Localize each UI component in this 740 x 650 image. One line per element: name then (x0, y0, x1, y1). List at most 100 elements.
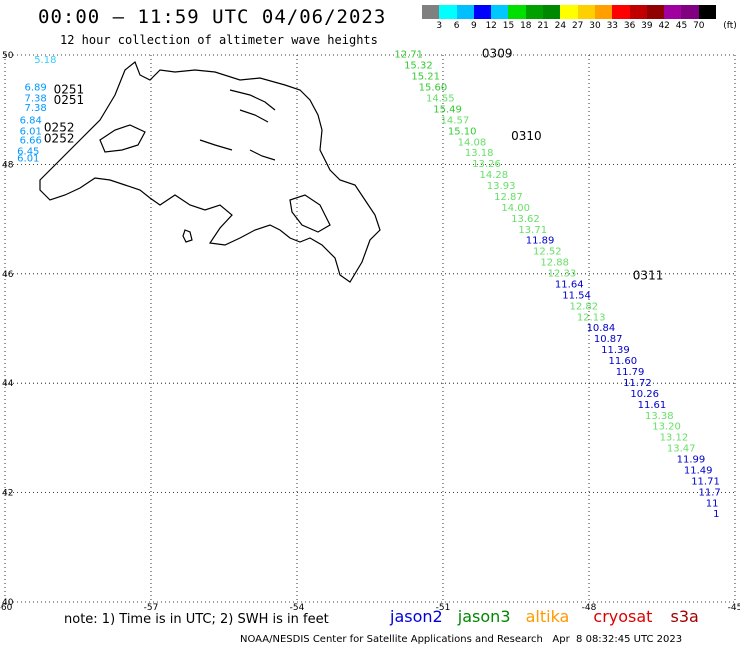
coastline-island (182, 229, 193, 243)
legend-label: 27 (571, 21, 584, 31)
wave-height-value: 12.88 (540, 258, 569, 269)
legend-swatch (646, 5, 665, 19)
wave-height-value: 12.87 (494, 192, 523, 203)
wave-height-value: 7.38 (24, 93, 46, 104)
wave-height-value: 12.33 (548, 269, 577, 280)
wave-height-value: 11.49 (684, 465, 713, 476)
track-time-label: 0311 (633, 268, 664, 282)
wave-height-value: 6.84 (20, 115, 42, 126)
map-grid: -60 -57 -54 -51 -48 -45 50 48 46 44 42 40 (0, 51, 740, 613)
satellite-label: altika (525, 607, 570, 626)
wave-height-value: 11.79 (616, 367, 645, 378)
wave-height-value: 7.38 (24, 103, 46, 114)
lon-tick-label: -48 (582, 603, 597, 613)
observations-layer: 12.7115.3215.2115.6014.5515.4914.5715.10… (17, 50, 721, 520)
legend-label: 39 (641, 21, 653, 31)
legend-label: 21 (537, 21, 549, 31)
wave-height-value: 10.26 (630, 389, 659, 400)
newfoundland-coastline (39, 61, 381, 283)
legend-swatch (560, 5, 578, 19)
wave-height-value: 12.82 (570, 301, 599, 312)
legend-swatch (491, 5, 509, 19)
legend-label: 18 (520, 21, 532, 31)
legend-label: 24 (554, 21, 567, 31)
wave-height-value: 14.57 (441, 115, 470, 126)
legend-swatch (422, 5, 440, 19)
wave-height-value: 11.61 (638, 400, 667, 411)
track-time-label: 0310 (511, 129, 542, 143)
legend-label: 6 (453, 21, 460, 31)
track-time-label: 0252 (44, 132, 75, 146)
legend-swatch (543, 5, 561, 19)
satellite-label: cryosat (593, 607, 653, 626)
wave-height-value: 13.38 (645, 411, 674, 422)
wave-height-value: 6.66 (20, 136, 42, 147)
legend-label: 42 (658, 21, 670, 31)
legend-swatch (525, 5, 544, 19)
wave-height-value: 10.87 (594, 334, 623, 345)
wave-height-value: 13.18 (465, 148, 494, 159)
legend-label: 12 (485, 21, 497, 31)
wave-height-value: 10.84 (587, 323, 616, 334)
wave-height-value: 15.32 (404, 61, 433, 72)
legend-swatch (664, 5, 682, 19)
lon-tick-label: -45 (728, 603, 740, 613)
legend-swatch (577, 5, 595, 19)
legend-label: 36 (623, 21, 636, 31)
track-time-label: 0251 (54, 82, 85, 96)
footer-note: note: 1) Time is in UTC; 2) SWH is in fe… (64, 612, 329, 627)
coastline-main (39, 61, 381, 283)
wave-height-value: 5.18 (34, 55, 56, 66)
legend-label: 30 (589, 21, 601, 31)
wave-height-value: 15.21 (411, 72, 440, 83)
legend-label: 45 (675, 21, 688, 31)
satellite-label: jason3 (457, 607, 511, 626)
coastline-islets (199, 89, 276, 161)
wave-height-value: 13.12 (660, 433, 689, 444)
legend-label: 70 (693, 21, 705, 31)
legend-swatch (612, 5, 630, 19)
wave-height-value: 12.71 (394, 50, 423, 61)
lon-tick-label: -57 (144, 603, 159, 613)
legend-swatch (698, 5, 717, 19)
color-scale-labels: 3 6 9 12 15 18 21 24 27 30 33 36 39 42 45 70 (ft) (422, 21, 740, 33)
wave-height-value: 11.39 (601, 345, 630, 356)
wave-height-value: 11.99 (677, 455, 706, 466)
legend-swatch (439, 5, 457, 19)
legend-label: 3 (436, 21, 443, 31)
legend-label: 15 (502, 21, 515, 31)
wave-height-value: 14.08 (458, 137, 487, 148)
wave-height-value: 14.28 (480, 170, 509, 181)
wave-height-value: 13.62 (511, 214, 540, 225)
lon-tick-label: -60 (0, 603, 13, 613)
legend-unit: (ft) (723, 21, 737, 31)
wave-height-value: 11.71 (691, 476, 720, 487)
footer-credit: NOAA/NESDIS Center for Satellite Applica… (240, 634, 683, 645)
wave-height-value: 14.00 (501, 203, 530, 214)
color-scale-bar (422, 5, 717, 19)
legend-swatch (456, 5, 474, 19)
wave-height-value: 11 (706, 498, 719, 509)
wave-height-value: 13.26 (472, 159, 501, 170)
map-subtitle: 12 hour collection of altimeter wave hei… (60, 33, 378, 47)
wave-height-value: 11.89 (526, 236, 555, 247)
legend-swatch (629, 5, 647, 19)
legend-swatch (681, 5, 699, 19)
coastline-bay (289, 194, 331, 233)
wave-height-value: 15.10 (448, 126, 477, 137)
legend-swatch (508, 5, 526, 19)
legend-swatch (594, 5, 613, 19)
wave-height-value: 11.60 (608, 356, 637, 367)
track-time-label: 0309 (482, 47, 513, 61)
wave-height-value: 1 (713, 509, 719, 520)
lat-tick-label: 50 (2, 51, 14, 61)
track-time-label: 0252 (44, 121, 75, 135)
wave-height-value: 12.13 (577, 312, 606, 323)
satellite-label: s3a (670, 607, 699, 626)
track-time-label: 0251 (54, 93, 85, 107)
lat-tick-label: 40 (2, 598, 14, 608)
lat-tick-label: 42 (2, 489, 13, 499)
wave-height-value: 15.49 (433, 104, 462, 115)
